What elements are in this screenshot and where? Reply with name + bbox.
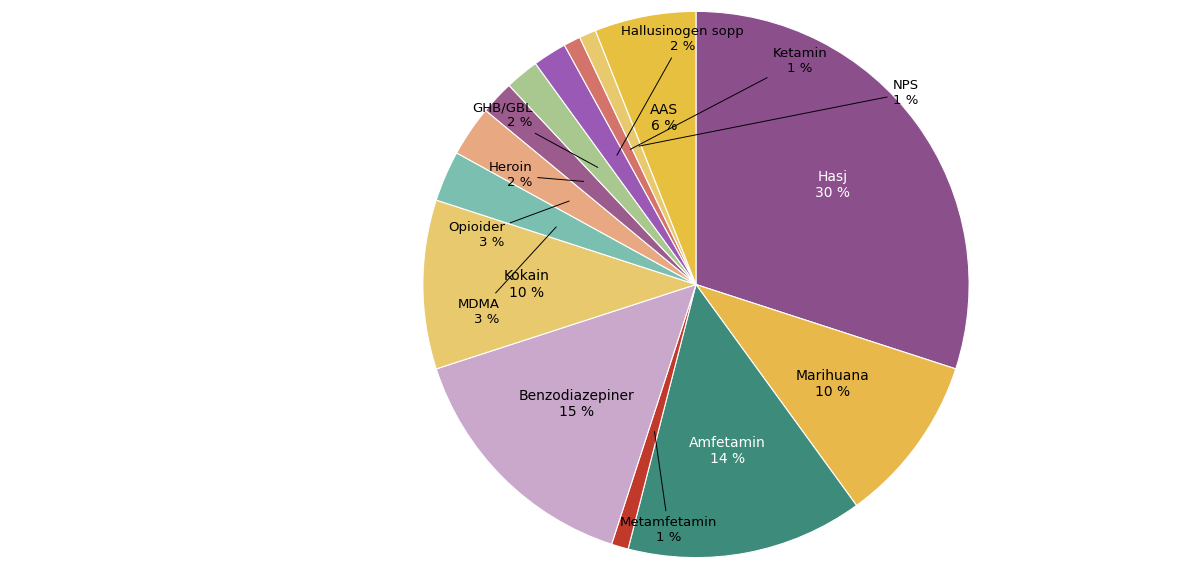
Text: MDMA
3 %: MDMA 3 % [457,227,557,326]
Text: GHB/GBL
2 %: GHB/GBL 2 % [472,101,598,167]
Text: NPS
1 %: NPS 1 % [640,79,919,146]
Text: Kokain
10 %: Kokain 10 % [504,269,550,300]
Text: Amfetamin
14 %: Amfetamin 14 % [689,436,766,466]
Text: Heroin
2 %: Heroin 2 % [488,161,583,189]
Text: Hasj
30 %: Hasj 30 % [816,170,851,200]
Wedge shape [580,31,696,284]
Wedge shape [486,85,696,284]
Text: Hallusinogen sopp
2 %: Hallusinogen sopp 2 % [617,24,744,155]
Wedge shape [612,284,696,549]
Wedge shape [535,45,696,284]
Text: Opioider
3 %: Opioider 3 % [448,201,569,249]
Text: AAS
6 %: AAS 6 % [650,103,678,133]
Wedge shape [422,200,696,369]
Text: Metamfetamin
1 %: Metamfetamin 1 % [620,431,718,545]
Wedge shape [564,38,696,284]
Wedge shape [437,284,696,545]
Text: Benzodiazepiner
15 %: Benzodiazepiner 15 % [518,389,634,419]
Wedge shape [696,284,955,505]
Text: Ketamin
1 %: Ketamin 1 % [630,47,827,150]
Wedge shape [437,153,696,284]
Wedge shape [696,11,970,369]
Wedge shape [628,284,857,558]
Wedge shape [457,110,696,284]
Wedge shape [595,11,696,284]
Wedge shape [509,64,696,284]
Text: Marihuana
10 %: Marihuana 10 % [796,369,870,399]
